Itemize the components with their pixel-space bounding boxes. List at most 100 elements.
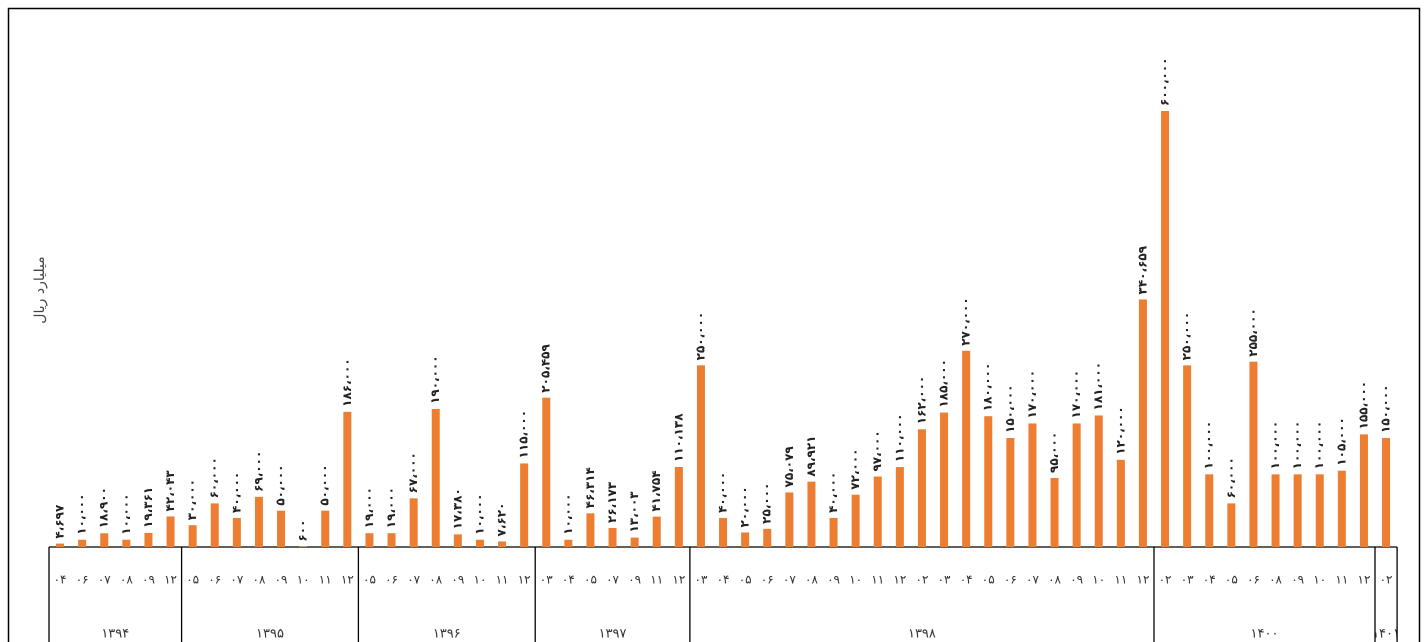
x-tick-label: ۰۲ — [1159, 573, 1172, 587]
value-label: ۱۸۶،۰۰۰ — [340, 358, 354, 407]
bar — [409, 498, 418, 547]
value-label: ۹۵،۰۰۰ — [1047, 432, 1061, 473]
x-tick-label: ۰۸ — [429, 573, 442, 587]
x-tick-label: ۰۵ — [186, 573, 199, 587]
bar — [166, 516, 175, 547]
x-tick-label: ۰۸ — [120, 573, 133, 587]
bar — [1072, 423, 1081, 547]
x-tick-label: ۰۷ — [230, 573, 243, 587]
bar — [321, 510, 330, 547]
bar — [188, 525, 197, 547]
value-label: ۹۷،۰۰۰ — [870, 430, 884, 471]
group-label: ۱۳۹۸ — [908, 627, 936, 642]
value-label: ۱۰،۰۰۰ — [561, 494, 575, 535]
bar — [78, 539, 87, 547]
x-tick-label: ۱۱ — [1114, 573, 1127, 587]
value-label: ۱۰۵،۰۰۰ — [1334, 417, 1348, 466]
group-label: ۱۳۹۴ — [101, 627, 129, 642]
x-tick-label: ۱۲ — [1358, 573, 1371, 587]
x-tick-label: ۰۵ — [363, 573, 376, 587]
bar — [277, 510, 286, 547]
value-label: ۲۵۰،۰۰۰ — [693, 312, 707, 361]
value-label: ۱۹،۳۶۱ — [141, 487, 155, 528]
bar — [586, 513, 595, 547]
x-tick-label: ۰۹ — [451, 573, 464, 587]
x-tick-label: ۰۹ — [142, 573, 155, 587]
value-label: ۱۷۰،۰۰۰ — [1025, 370, 1039, 419]
value-label: ۱۱۰،۱۳۸ — [671, 413, 685, 462]
bar — [520, 463, 529, 547]
bar — [232, 517, 241, 547]
value-label: ۶۰،۰۰۰ — [207, 457, 221, 498]
bar — [630, 537, 639, 547]
value-label: ۲۵۵،۰۰۰ — [1246, 308, 1260, 357]
value-label: ۱۵۰،۰۰۰ — [1003, 384, 1017, 433]
x-tick-label: ۰۶ — [761, 573, 774, 587]
bar — [940, 412, 949, 547]
value-label: ۷۵،۰۷۹ — [782, 446, 796, 488]
value-label: ۱۶۲،۰۰۰ — [914, 376, 928, 425]
x-tick-label: ۰۹ — [1070, 573, 1083, 587]
x-tick-label: ۱۰ — [474, 573, 487, 587]
x-tick-label: ۰۹ — [628, 573, 641, 587]
value-label: ۸۹،۹۲۱ — [804, 435, 818, 476]
x-tick-label: ۰۵ — [739, 573, 752, 587]
value-label: ۶۰،۰۰۰ — [1224, 457, 1238, 498]
bar — [56, 543, 65, 547]
value-label: ۶۷،۰۰۰ — [406, 452, 420, 493]
x-tick-label: ۰۶ — [208, 573, 221, 587]
value-label: ۱۰،۰۰۰ — [75, 494, 89, 535]
bar — [984, 416, 993, 547]
value-label: ۴۱،۷۵۴ — [649, 470, 663, 511]
bar — [962, 350, 971, 547]
value-label: ۶۹،۰۰۰ — [251, 451, 265, 492]
value-label: ۱۱۵،۰۰۰ — [517, 410, 531, 459]
x-tick-label: ۰۷ — [1026, 573, 1039, 587]
bar — [674, 466, 683, 547]
value-label: ۵۰،۰۰۰ — [274, 464, 288, 505]
value-label: ۲۰۵،۴۵۹ — [539, 344, 553, 393]
value-label: ۱۹۰،۰۰۰ — [428, 355, 442, 404]
value-label: ۴۰،۰۰۰ — [716, 472, 730, 513]
value-label: ۱۰۰،۰۰۰ — [1202, 421, 1216, 470]
value-label: ۳۰،۰۰۰ — [185, 479, 199, 520]
x-tick-label: ۱۲ — [518, 573, 531, 587]
bar — [608, 527, 617, 547]
x-tick-label: ۱۰ — [1313, 573, 1326, 587]
x-tick-label: ۰۲ — [1380, 573, 1393, 587]
bar — [785, 492, 794, 547]
bar — [1205, 474, 1214, 547]
value-label: ۶۰۰ — [296, 520, 310, 542]
x-tick-label: ۰۶ — [76, 573, 89, 587]
bar — [1359, 434, 1368, 547]
x-tick-label: ۱۰ — [849, 573, 862, 587]
x-tick-label: ۰۲ — [916, 573, 929, 587]
y-axis-label: میلیارد ریال — [32, 256, 48, 323]
value-label: ۱۰۰،۰۰۰ — [1290, 421, 1304, 470]
bar — [917, 429, 926, 547]
x-tick-label: ۰۸ — [1269, 573, 1282, 587]
value-label: ۱۰،۰۰۰ — [472, 494, 486, 535]
value-label: ۲۵۰،۰۰۰ — [1180, 312, 1194, 361]
value-label: ۱۰۰،۰۰۰ — [1312, 421, 1326, 470]
bar — [719, 517, 728, 547]
x-tick-label: ۱۱ — [650, 573, 663, 587]
x-tick-label: ۰۸ — [1048, 573, 1061, 587]
bar — [829, 517, 838, 547]
group-label: ۱۳۹۵ — [256, 627, 284, 642]
x-tick-label: ۱۱ — [496, 573, 509, 587]
value-label: ۴۲،۰۴۳ — [163, 470, 177, 512]
value-label: ۲۰،۰۰۰ — [738, 486, 752, 527]
x-tick-label: ۰۶ — [1004, 573, 1017, 587]
value-label: ۱۷۰،۰۰۰ — [1069, 370, 1083, 419]
frame — [7, 7, 1421, 642]
value-label: ۲۶،۱۷۳ — [605, 481, 619, 523]
value-label: ۴۰،۰۰۰ — [826, 472, 840, 513]
bar — [1337, 470, 1346, 547]
x-tick-label: ۰۸ — [253, 573, 266, 587]
value-label: ۱۱۰،۰۰۰ — [892, 414, 906, 463]
bar — [365, 533, 374, 547]
x-tick-label: ۱۲ — [164, 573, 177, 587]
x-tick-label: ۱۰ — [1092, 573, 1105, 587]
value-label: ۵۰،۰۰۰ — [318, 464, 332, 505]
